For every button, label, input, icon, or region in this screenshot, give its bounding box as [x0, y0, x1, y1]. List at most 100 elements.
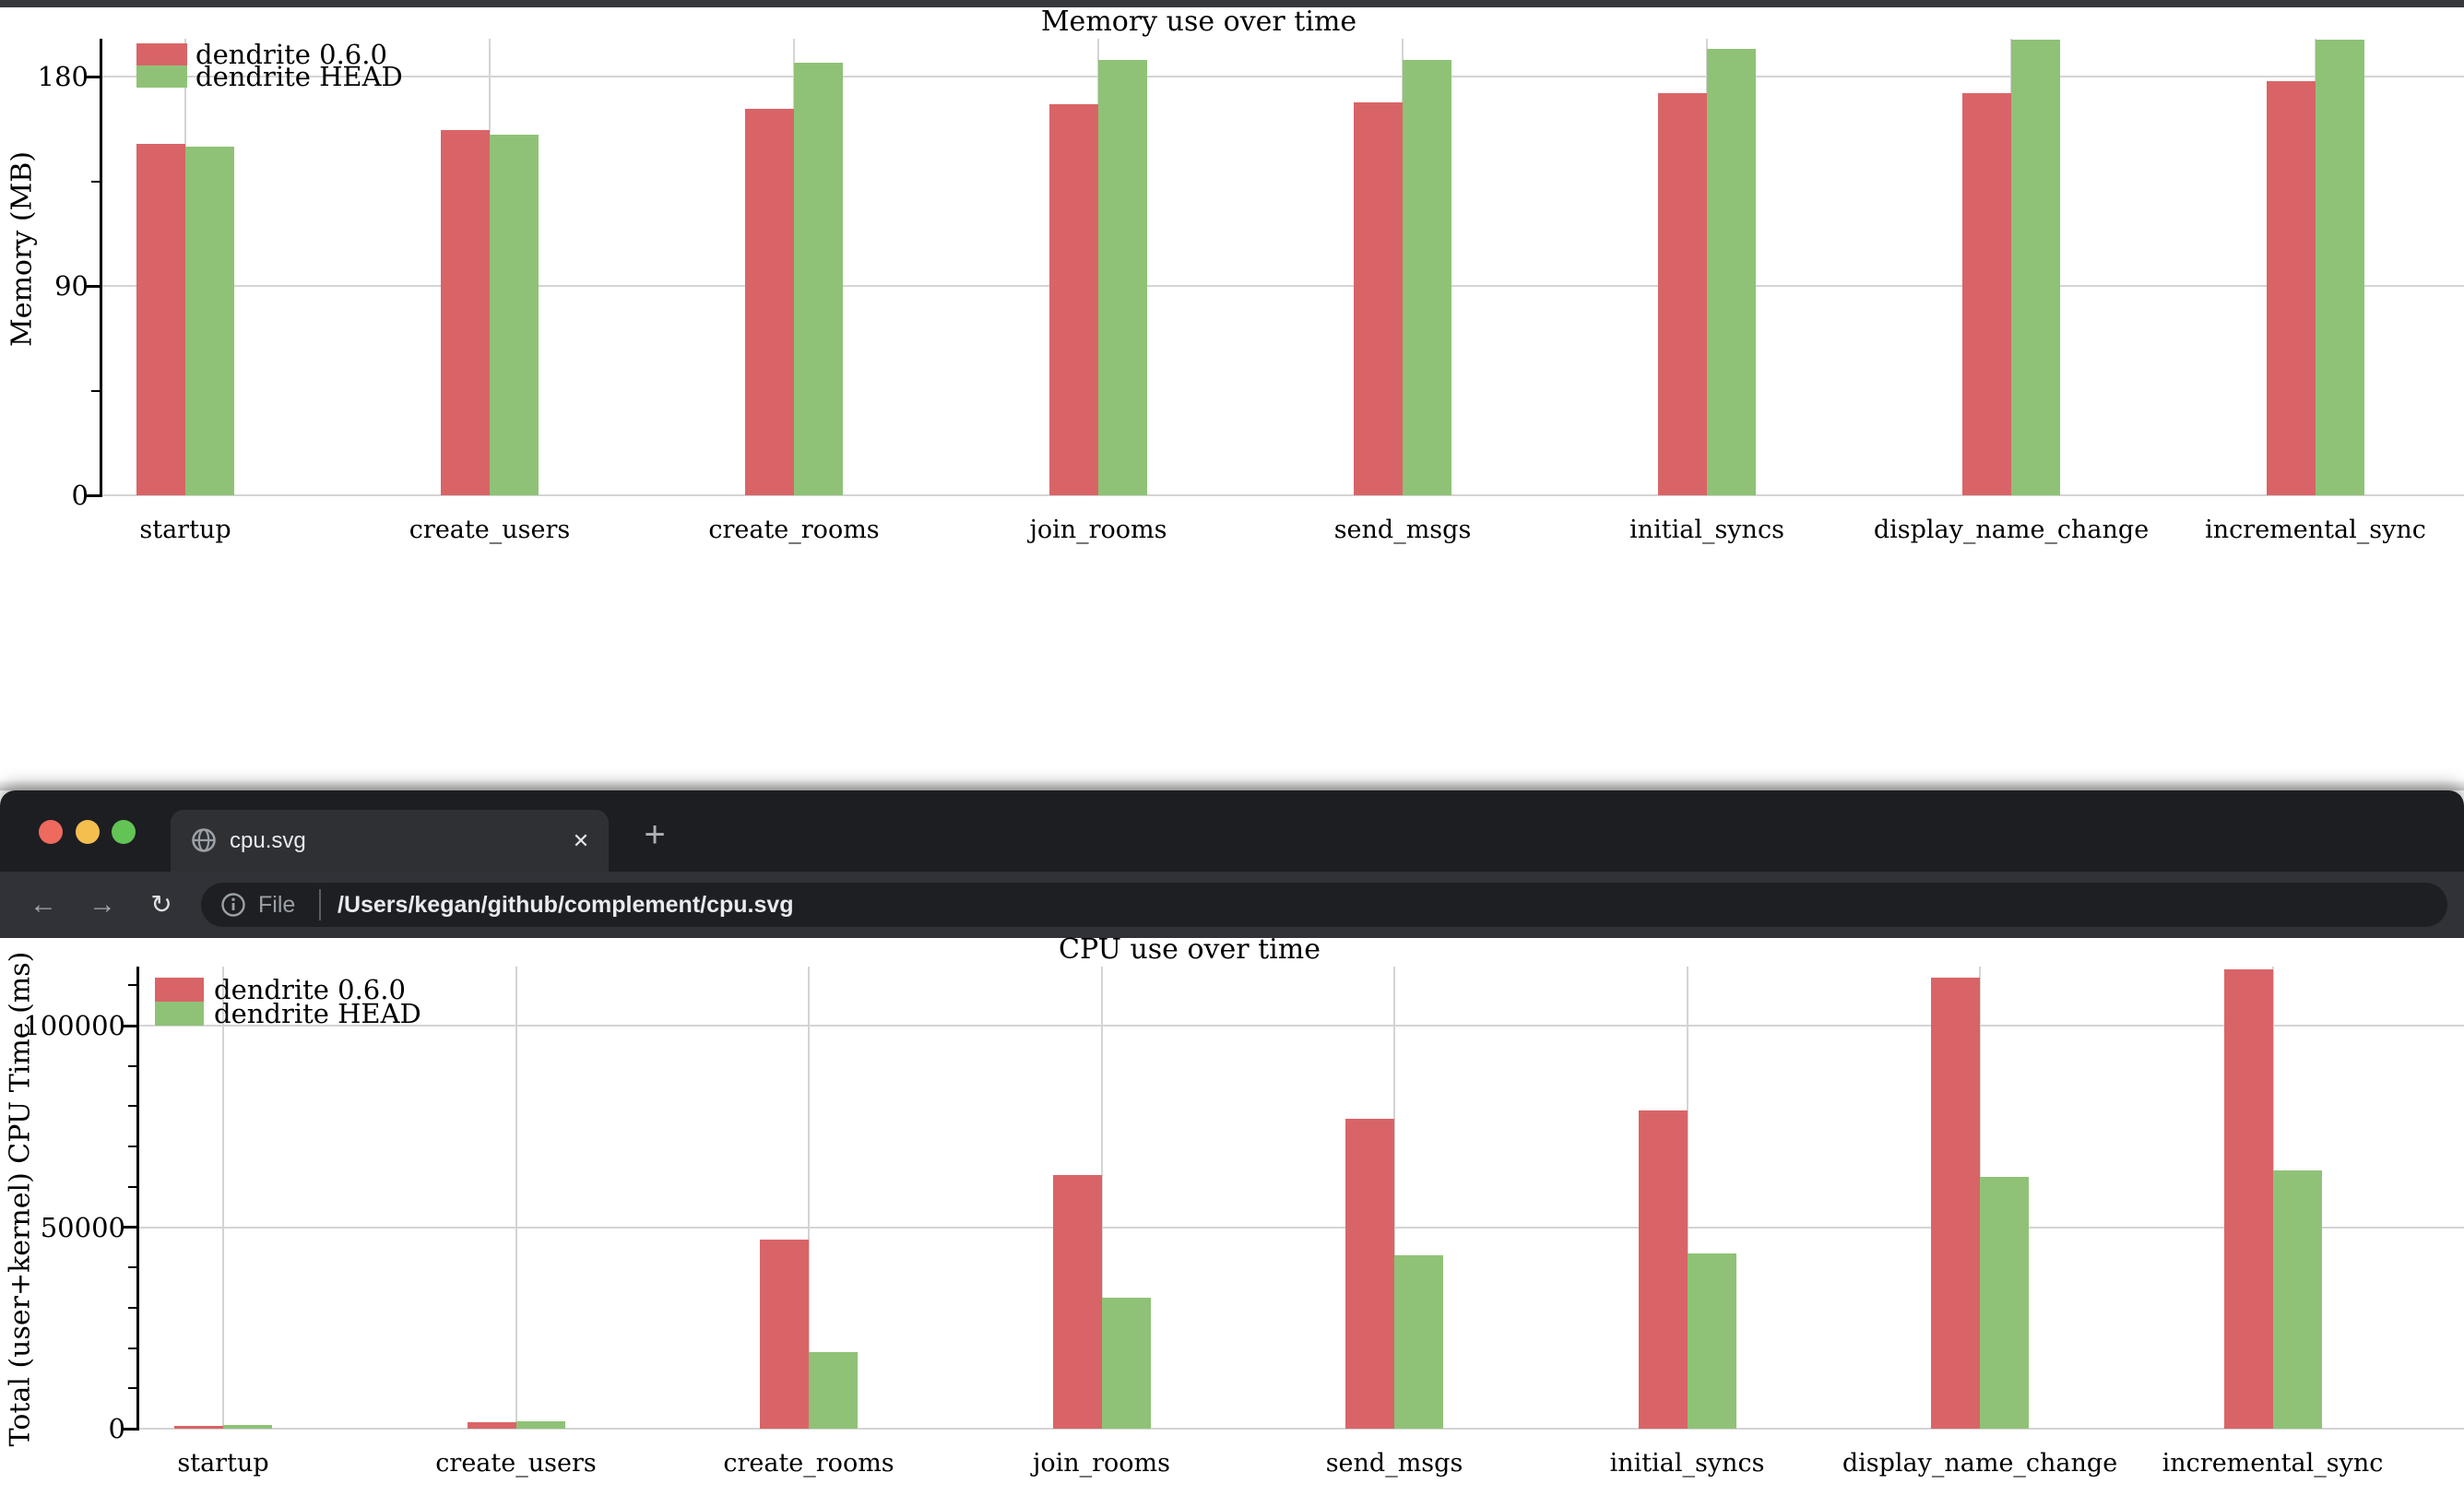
bar	[515, 1420, 565, 1429]
url-text: /Users/kegan/github/complement/cpu.svg	[338, 892, 794, 918]
bar	[1707, 48, 1756, 495]
y-minor-tick	[91, 389, 101, 392]
y-tick	[122, 1024, 138, 1027]
reload-button[interactable]: ↻	[143, 886, 180, 923]
bar	[185, 146, 234, 495]
grid-line-v	[1686, 967, 1688, 1429]
bar	[1980, 1176, 2029, 1429]
browser-tab[interactable]: cpu.svg ✕	[171, 810, 609, 872]
bar	[2272, 1170, 2322, 1429]
back-icon: ←	[30, 889, 57, 920]
reload-icon: ↻	[150, 890, 172, 919]
x-category-label: create_rooms	[708, 516, 880, 544]
traffic-light-zoom[interactable]	[112, 820, 136, 844]
x-category-label: join_rooms	[1032, 1449, 1171, 1478]
bar	[1098, 60, 1147, 495]
x-category-label: display_name_change	[1873, 516, 2150, 544]
y-minor-tick	[128, 1064, 138, 1067]
omnibox[interactable]: File /Users/kegan/github/complement/cpu.…	[201, 883, 2447, 927]
back-button[interactable]: ←	[25, 886, 62, 923]
y-minor-tick	[128, 984, 138, 987]
bar	[1394, 1255, 1443, 1429]
tab-close-icon[interactable]: ✕	[572, 829, 590, 852]
x-category-label: startup	[139, 516, 231, 544]
grid-line-h	[138, 1428, 2464, 1430]
y-tick-label: 50000	[40, 1211, 125, 1243]
grid-line-h	[138, 1226, 2464, 1229]
x-category-label: startup	[177, 1449, 269, 1478]
y-tick	[122, 1427, 138, 1431]
y-minor-tick	[91, 180, 101, 183]
bar	[1687, 1253, 1736, 1429]
x-category-label: create_rooms	[723, 1449, 894, 1478]
y-minor-tick	[128, 1185, 138, 1188]
bar	[1658, 92, 1707, 495]
bar	[809, 1351, 858, 1429]
top-window-edge	[0, 0, 2464, 7]
bar	[174, 1425, 223, 1429]
bar	[760, 1239, 809, 1429]
x-category-label: create_users	[409, 516, 571, 544]
bar	[441, 130, 490, 495]
traffic-light-minimize[interactable]	[76, 820, 100, 844]
bar	[490, 135, 539, 495]
traffic-light-close[interactable]	[39, 820, 63, 844]
bar	[1049, 104, 1098, 495]
bar	[1962, 92, 2011, 495]
grid-line-v	[808, 967, 810, 1429]
tab-strip: cpu.svg ✕ +	[0, 790, 2464, 872]
forward-button[interactable]: →	[84, 886, 121, 923]
new-tab-button[interactable]: +	[634, 815, 675, 856]
y-minor-tick	[128, 1105, 138, 1108]
x-category-label: initial_syncs	[1629, 516, 1784, 544]
bar	[136, 144, 185, 495]
grid-line-v	[515, 967, 517, 1429]
bar	[1101, 1297, 1151, 1429]
bar	[1931, 977, 1980, 1429]
chart-title: CPU use over time	[1059, 933, 1321, 966]
y-minor-tick	[128, 1306, 138, 1309]
y-tick-label: 0	[71, 480, 89, 511]
bar	[2267, 81, 2316, 495]
x-category-label: display_name_change	[1842, 1449, 2118, 1478]
x-category-label: initial_syncs	[1609, 1449, 1765, 1478]
y-axis-line	[100, 39, 102, 497]
y-tick	[85, 75, 101, 78]
bar	[1354, 101, 1403, 495]
bar	[1403, 60, 1451, 495]
bar	[1638, 1110, 1688, 1429]
bar	[2223, 968, 2273, 1429]
forward-icon: →	[89, 889, 116, 920]
omnibox-divider	[319, 889, 321, 920]
legend-label: dendrite HEAD	[195, 61, 403, 92]
y-tick-label: 90	[54, 270, 89, 302]
y-axis-line	[136, 967, 139, 1431]
globe-icon	[191, 827, 217, 853]
grid-line-h	[138, 1025, 2464, 1027]
bar	[223, 1424, 272, 1429]
y-minor-tick	[128, 1146, 138, 1148]
x-category-label: incremental_sync	[2162, 1449, 2384, 1478]
legend-swatch	[136, 65, 187, 88]
legend-swatch	[136, 43, 187, 65]
x-category-label: send_msgs	[1325, 1449, 1463, 1478]
x-category-label: create_users	[435, 1449, 597, 1478]
grid-line-v	[1393, 967, 1395, 1429]
info-icon[interactable]	[221, 893, 245, 917]
browser-window: cpu.svg ✕ + ← → ↻ File /Users/kegan/gith…	[0, 790, 2464, 1496]
chart-title: Memory use over time	[1040, 6, 1357, 38]
x-category-label: send_msgs	[1333, 516, 1472, 544]
y-tick	[85, 284, 101, 288]
legend-label: dendrite 0.6.0	[214, 974, 406, 1005]
grid-line-h	[101, 285, 2464, 287]
legend-label: dendrite 0.6.0	[195, 39, 387, 70]
x-category-label: incremental_sync	[2205, 516, 2426, 544]
grid-line-h	[101, 76, 2464, 77]
bar	[1052, 1174, 1102, 1429]
y-tick-label: 180	[37, 61, 89, 92]
y-minor-tick	[128, 1387, 138, 1390]
file-scheme-label: File	[258, 892, 296, 918]
legend-swatch	[155, 978, 204, 1002]
